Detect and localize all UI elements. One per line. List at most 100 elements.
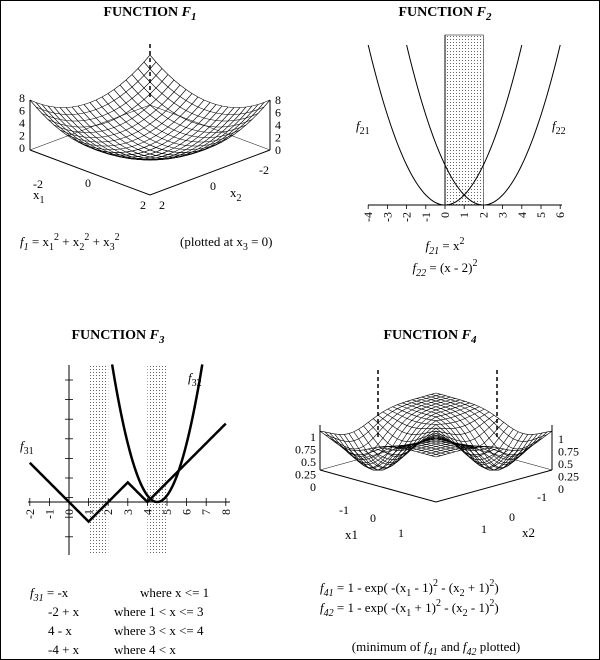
text-part: and [438, 639, 463, 654]
z-tick-label: 6 [275, 106, 281, 120]
text-part: - (x [441, 600, 463, 615]
text-part: f [20, 438, 26, 453]
text-part: 2 [489, 578, 494, 589]
text-part: 3 [158, 334, 165, 346]
text-part: 3 [243, 242, 248, 253]
text-part: 1 [191, 11, 197, 23]
text-part: 31 [24, 446, 34, 457]
text-part: 32 [192, 378, 202, 389]
formula: f22 = (x - 2)2 [413, 258, 478, 279]
piecewise-cond: where 4 < x [114, 642, 176, 657]
text-part: f [552, 118, 558, 133]
mesh-line [29, 99, 151, 153]
z-tick-label: 2 [19, 129, 25, 143]
text-part: f [356, 118, 362, 133]
text-part: 3 [110, 242, 115, 253]
curve [110, 364, 204, 504]
mesh-line [95, 99, 217, 153]
curve-label: f22 [552, 118, 566, 137]
shaded-band [88, 365, 109, 555]
curve-label: f21 [356, 118, 370, 137]
z-tick-label: 0 [275, 143, 281, 157]
text-part: - (x [438, 580, 460, 595]
text-part: 1 [406, 608, 411, 619]
mesh-line [319, 430, 437, 458]
text-part: FUNCTION [398, 5, 476, 20]
note: (plotted at x3 = 0) [180, 234, 273, 253]
text-part: = (x - 2) [426, 260, 472, 275]
text-part: f [20, 234, 26, 249]
z-tick-label: 0.5 [301, 455, 316, 469]
z-tick-label: 0.75 [295, 443, 316, 457]
x1-tick-label: -1 [339, 503, 349, 517]
text-part: 1 [40, 195, 45, 206]
text-part: 2 [237, 193, 242, 204]
text-part: f [413, 260, 419, 275]
x-tick-label: 4 [140, 509, 154, 515]
box-edge [29, 104, 271, 151]
x-tick-label: 3 [496, 212, 510, 218]
x2-tick-label: 1 [481, 522, 487, 536]
x-tick-label: 6 [553, 212, 567, 218]
text-part: F [476, 5, 487, 20]
mesh-line [89, 102, 211, 156]
text-part: plotted) [477, 639, 521, 654]
x-tick-label: -1 [42, 509, 56, 519]
mesh-line [119, 107, 241, 161]
note: (minimum of f41 and f42 plotted) [352, 639, 520, 658]
text-part: f [30, 585, 36, 600]
text-part: 41 [428, 647, 438, 658]
mesh-line [83, 99, 205, 153]
text-part: 1 [406, 588, 411, 599]
text-part: 2 [84, 232, 89, 243]
x2-tick-label: 2 [159, 198, 165, 212]
text-part: 42 [467, 647, 477, 658]
mesh-line [71, 106, 193, 160]
text-part: = x [29, 234, 50, 249]
text-part: 2 [54, 232, 59, 243]
text-part: 2 [460, 588, 465, 599]
x-tick-label: 4 [515, 212, 529, 218]
plots [28, 34, 562, 555]
panel-title: FUNCTION F4 [383, 328, 477, 346]
mesh-line [107, 106, 229, 160]
mesh-line [435, 430, 553, 458]
z-tick-label: 1 [310, 430, 316, 444]
x2-tick-label: -1 [537, 490, 547, 504]
piecewise-cond: where 1 < x <= 3 [114, 604, 204, 619]
z-tick-label: 4 [19, 116, 25, 130]
z-tick-label: 0.25 [558, 470, 579, 484]
text-part: FUNCTION [103, 5, 181, 20]
text-part: x2 [522, 525, 535, 540]
x-tick-label: 0 [438, 212, 452, 218]
text-part: 2 [459, 236, 464, 247]
mesh-line [35, 102, 157, 156]
mesh-line [149, 54, 271, 108]
z-tick-label: 8 [275, 93, 281, 107]
text-part: f [463, 639, 469, 654]
axis-label: x2 [230, 185, 242, 204]
x-tick-label: 3 [121, 509, 135, 515]
mesh-line [431, 431, 548, 456]
mesh-line [119, 84, 241, 138]
text-part: = 1 - exp( -(x [334, 600, 407, 615]
text-part: 1 [24, 242, 29, 253]
x2-tick-label: 0 [210, 179, 216, 193]
mesh-line [324, 431, 441, 456]
x-tick-label: -4 [361, 212, 375, 222]
formula: f21 = x2 [426, 236, 465, 257]
x-tick-label: 2 [101, 509, 115, 515]
text-part: 2 [485, 11, 492, 23]
text-part: 21 [360, 126, 370, 137]
formula: f41 = 1 - exp( -(x1 - 1)2 - (x2 + 1)2) [320, 578, 499, 599]
x-tick-label: 1 [82, 509, 96, 515]
x-tick-label: -2 [400, 212, 414, 222]
z-tick-label: 2 [275, 131, 281, 145]
text-part: + 1) [411, 600, 436, 615]
text-part: + 1) [465, 580, 490, 595]
x-tick-label: -3 [380, 212, 394, 222]
text-part: x [230, 185, 237, 200]
text-part: - 1) [468, 600, 490, 615]
box-edge [319, 437, 553, 471]
piecewise-expr: 4 - x [48, 623, 72, 638]
